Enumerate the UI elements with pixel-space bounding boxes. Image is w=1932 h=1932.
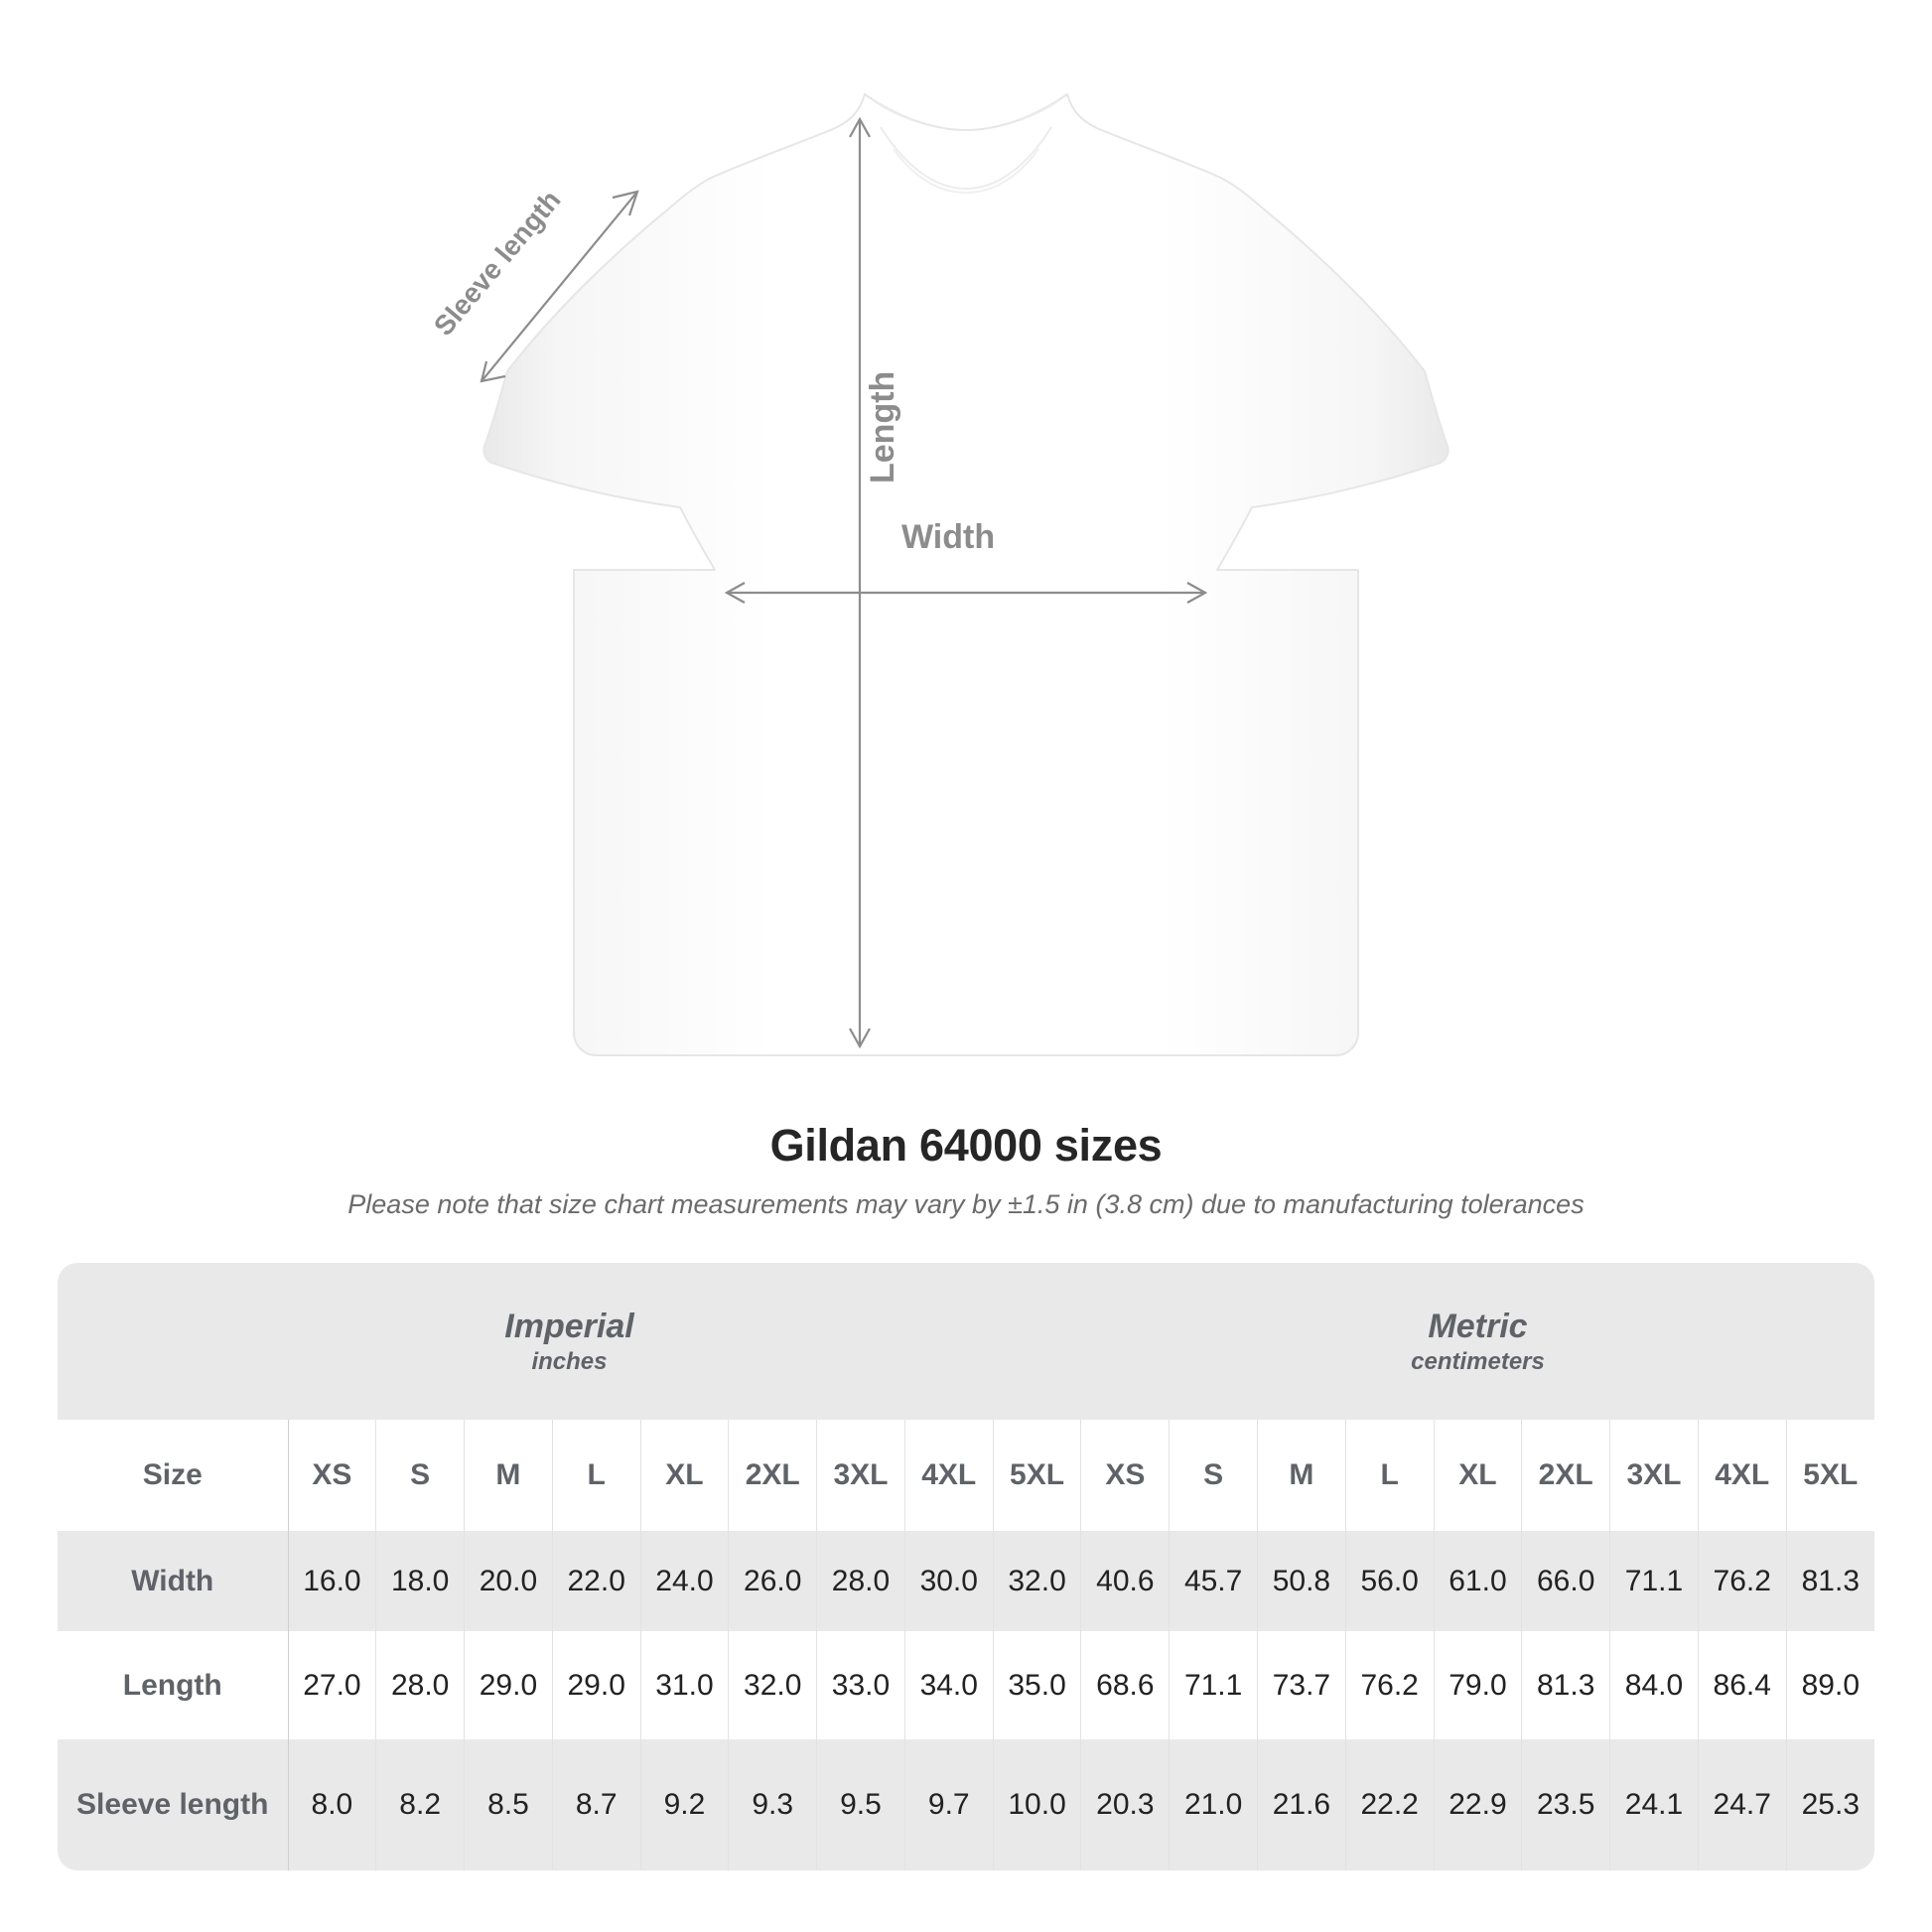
- svg-text:Sleeve length: Sleeve length: [428, 185, 567, 342]
- svg-text:Length: Length: [864, 371, 901, 483]
- svg-text:Width: Width: [901, 518, 995, 556]
